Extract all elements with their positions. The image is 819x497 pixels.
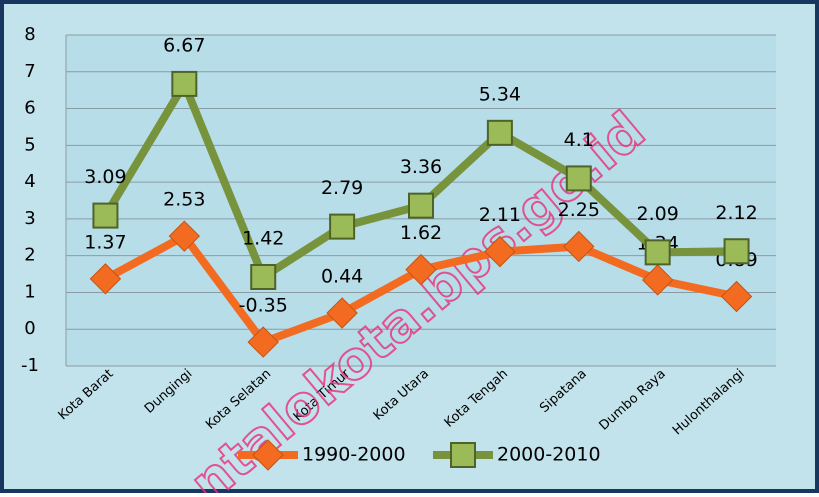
data-label: 3.09: [84, 166, 126, 188]
legend-label: 2000-2010: [497, 444, 601, 466]
marker: [563, 230, 595, 263]
marker: [171, 70, 198, 97]
marker: [168, 220, 201, 252]
y-tick-label: 7: [24, 61, 35, 82]
data-label: 5.34: [479, 83, 521, 105]
data-label: 0.44: [321, 266, 363, 288]
y-tick-label: 6: [24, 98, 35, 119]
data-label: 1.42: [242, 227, 284, 249]
y-tick-label: 0: [24, 318, 35, 339]
y-tick-label: -1: [21, 355, 39, 376]
y-tick-label: 3: [24, 208, 35, 229]
marker: [92, 202, 119, 229]
marker: [89, 263, 122, 295]
data-label: 2.79: [321, 177, 363, 199]
marker: [252, 439, 284, 471]
marker: [641, 264, 674, 296]
data-label: 2.11: [479, 204, 521, 226]
legend-label: 1990-2000: [302, 444, 406, 466]
marker: [723, 238, 750, 265]
y-tick-label: 5: [24, 134, 35, 155]
marker: [250, 263, 277, 290]
data-label: 6.67: [163, 34, 205, 56]
marker: [484, 235, 516, 268]
marker: [486, 119, 513, 146]
y-tick-label: 4: [24, 171, 35, 192]
data-label: 2.25: [558, 199, 600, 221]
data-label: 4.1: [564, 129, 594, 151]
marker: [565, 165, 592, 192]
data-label: 1.37: [84, 231, 126, 253]
y-tick-label: 1: [24, 281, 35, 302]
marker: [450, 442, 476, 468]
data-label: 2.12: [715, 202, 757, 224]
y-tick-label: 8: [24, 24, 35, 45]
data-label: -0.35: [239, 295, 288, 317]
marker: [247, 326, 279, 358]
marker: [720, 280, 753, 313]
marker: [326, 297, 358, 329]
data-label: 2.09: [637, 203, 679, 225]
marker: [644, 239, 671, 266]
marker: [408, 192, 434, 219]
marker: [405, 253, 437, 286]
marker: [329, 213, 356, 240]
data-label: 1.62: [400, 222, 442, 244]
data-label: 3.36: [400, 156, 442, 178]
data-label: 2.53: [163, 189, 205, 211]
y-tick-label: 2: [24, 245, 35, 266]
